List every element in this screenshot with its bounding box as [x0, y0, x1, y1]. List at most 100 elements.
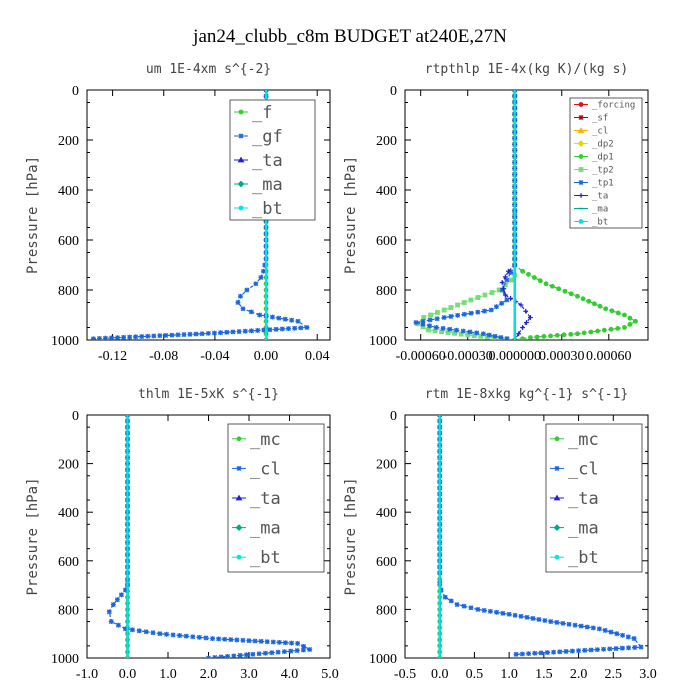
x-tick-label: -0.12 [98, 349, 127, 364]
data-point [536, 617, 542, 622]
data-point [261, 268, 266, 274]
data-point [253, 281, 259, 287]
data-point [590, 625, 596, 631]
data-point [591, 301, 597, 307]
data-point [115, 335, 120, 340]
data-point [615, 325, 621, 331]
x-tick-label: 0.04 [305, 349, 330, 364]
y-tick-label: 0 [72, 84, 79, 99]
plot-frame [404, 414, 649, 659]
data-point [468, 297, 474, 303]
data-point [500, 610, 506, 616]
data-point [420, 321, 426, 327]
data-point [273, 326, 279, 332]
data-point [441, 315, 447, 320]
data-point [627, 321, 633, 327]
x-tick-label: -0.00060 [396, 349, 446, 364]
data-point [175, 332, 181, 338]
legend-label: _ma [568, 519, 599, 539]
legend-label: _cl [250, 459, 281, 479]
data-point [526, 651, 532, 657]
data-point [613, 646, 619, 651]
legend-label: _ta [592, 192, 608, 202]
data-point [602, 628, 608, 633]
data-point [206, 655, 211, 658]
data-point [609, 308, 615, 314]
data-point [524, 614, 530, 620]
data-point [568, 291, 574, 297]
legend-marker [578, 167, 584, 172]
data-point [170, 632, 176, 638]
data-point [455, 312, 461, 318]
data-point [236, 329, 242, 334]
data-point [622, 312, 627, 318]
data-point [622, 325, 627, 330]
data-point [106, 609, 112, 615]
data-point [554, 332, 560, 338]
chart-panel: thlm 1E-5xK s^{-1} Pressure [hPa] 0 200 400 6… [25, 387, 339, 682]
data-point [482, 308, 487, 314]
legend-label: _ma [250, 519, 281, 539]
data-point [441, 307, 447, 313]
data-point [248, 309, 254, 315]
data-point [150, 630, 156, 636]
data-point [563, 649, 569, 654]
data-point [119, 592, 124, 598]
data-point [301, 644, 307, 649]
data-point [428, 312, 434, 318]
legend-marker [236, 465, 242, 471]
data-point [478, 333, 484, 339]
data-point [238, 293, 243, 299]
x-tick-label: 0.5 [466, 667, 484, 682]
data-point [242, 328, 248, 334]
legend-box [569, 97, 643, 229]
data-point [264, 639, 270, 645]
data-point [506, 268, 511, 274]
y-tick-label: 800 [58, 284, 79, 299]
data-point [632, 645, 638, 650]
data-point [625, 634, 631, 640]
data-point [224, 329, 230, 335]
data-point [235, 300, 241, 305]
legend-label: _bt [568, 548, 599, 568]
data-point [596, 626, 602, 632]
data-point [216, 636, 222, 642]
data-point [421, 315, 427, 320]
data-point [499, 300, 505, 306]
data-point [541, 334, 547, 339]
data-point [438, 587, 444, 593]
legend-marker [577, 127, 585, 133]
data-point [494, 609, 500, 615]
data-point [481, 607, 487, 613]
data-point [294, 648, 300, 653]
data-point [230, 329, 236, 335]
y-tick-label: 600 [376, 234, 397, 249]
x-tick-label: 0.0 [119, 667, 137, 682]
data-point [504, 297, 510, 303]
data-point [607, 646, 613, 652]
legend-label: _f [252, 103, 272, 123]
legend-marker [236, 436, 242, 442]
data-point [282, 649, 287, 655]
data-point [286, 326, 291, 332]
y-tick-label: 600 [58, 555, 79, 570]
legend-marker [237, 156, 245, 163]
legend-marker [554, 554, 560, 560]
data-point [532, 650, 538, 656]
legend-marker [237, 180, 245, 188]
legend-label: _ta [252, 151, 283, 171]
legend: _mc _cl _ta _ma _bt [545, 423, 643, 573]
legend-marker [238, 205, 244, 211]
data-point [210, 636, 215, 641]
legend-label: _ma [592, 205, 608, 215]
y-axis-label: Pressure [hPa] [343, 156, 359, 274]
data-point [295, 640, 301, 646]
data-point [123, 587, 128, 593]
data-point [554, 620, 560, 625]
data-point [222, 636, 228, 642]
x-tick-label: 4.0 [281, 667, 299, 682]
data-point [576, 648, 581, 654]
data-point [139, 334, 145, 339]
data-point [496, 287, 502, 293]
data-point [169, 332, 175, 338]
